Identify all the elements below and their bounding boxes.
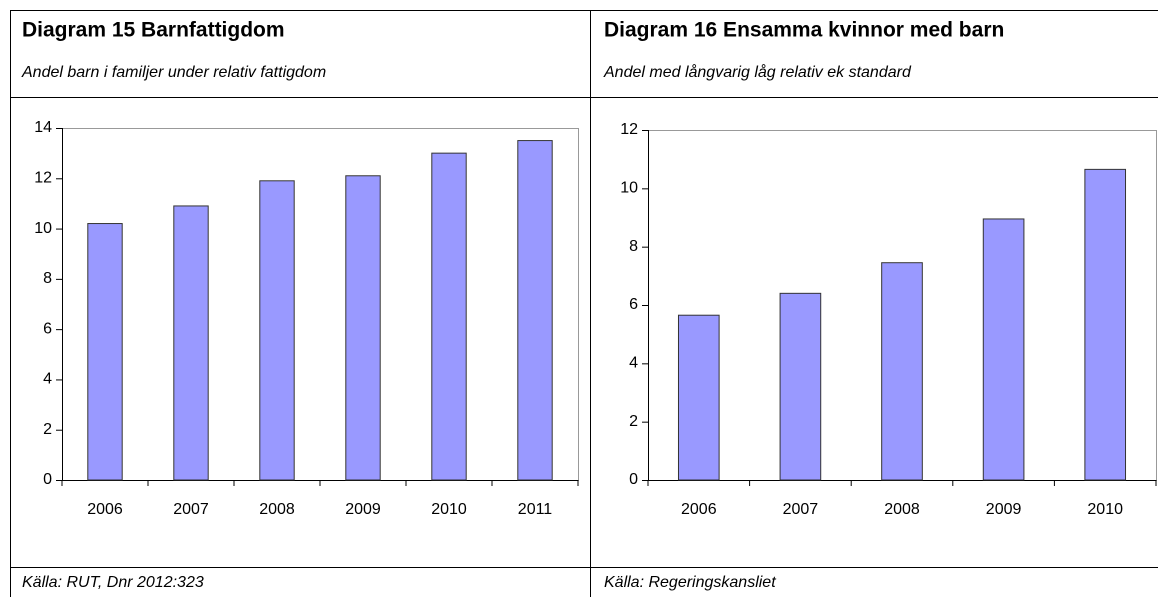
y-tick-label: 2 (43, 421, 52, 438)
y-tick-label: 10 (34, 220, 52, 237)
y-tick-label: 12 (620, 121, 638, 138)
chart-title: Diagram 16 Ensamma kvinnor med barn (604, 19, 1004, 42)
plot-border (62, 128, 579, 481)
chart-source: Källa: Regeringskansliet (604, 574, 776, 591)
y-tick-label: 6 (43, 320, 52, 337)
bar (881, 262, 923, 481)
x-tick-label: 2011 (518, 501, 553, 518)
y-tick-label: 4 (629, 355, 638, 372)
y-tick-label: 8 (43, 270, 52, 287)
bar (517, 140, 553, 481)
chart-source: Källa: RUT, Dnr 2012:323 (22, 574, 204, 591)
y-tick-label: 14 (34, 119, 52, 136)
bar (345, 175, 381, 481)
bar (259, 180, 295, 481)
y-tick-label: 10 (620, 180, 638, 197)
x-tick-label: 2010 (431, 501, 467, 518)
chart-subtitle: Andel barn i familjer under relativ fatt… (21, 64, 326, 81)
x-tick-label: 2008 (259, 501, 295, 518)
y-tick-label: 8 (629, 238, 638, 255)
chart-title: Diagram 15 Barnfattigdom (22, 19, 285, 42)
x-tick-label: 2008 (884, 501, 920, 518)
bar (173, 205, 209, 481)
bar (1084, 168, 1127, 481)
y-tick-label: 0 (43, 471, 52, 488)
x-tick-label: 2010 (1087, 501, 1123, 518)
x-tick-label: 2007 (173, 501, 209, 518)
chart-subtitle: Andel med långvarig låg relativ ek stand… (603, 63, 912, 81)
x-tick-label: 2009 (986, 501, 1022, 518)
bar (677, 314, 720, 481)
bar (982, 218, 1025, 481)
y-tick-label: 0 (629, 471, 638, 488)
y-tick-label: 12 (34, 170, 52, 187)
bar (431, 152, 467, 481)
bar (779, 292, 822, 481)
x-tick-label: 2006 (681, 501, 717, 518)
y-tick-label: 2 (629, 413, 638, 430)
x-tick-label: 2006 (87, 501, 123, 518)
y-tick-label: 4 (43, 371, 52, 388)
frame (10, 10, 1158, 597)
bar (87, 223, 123, 481)
y-tick-label: 6 (629, 296, 638, 313)
x-tick-label: 2009 (345, 501, 381, 518)
x-tick-label: 2007 (783, 501, 819, 518)
